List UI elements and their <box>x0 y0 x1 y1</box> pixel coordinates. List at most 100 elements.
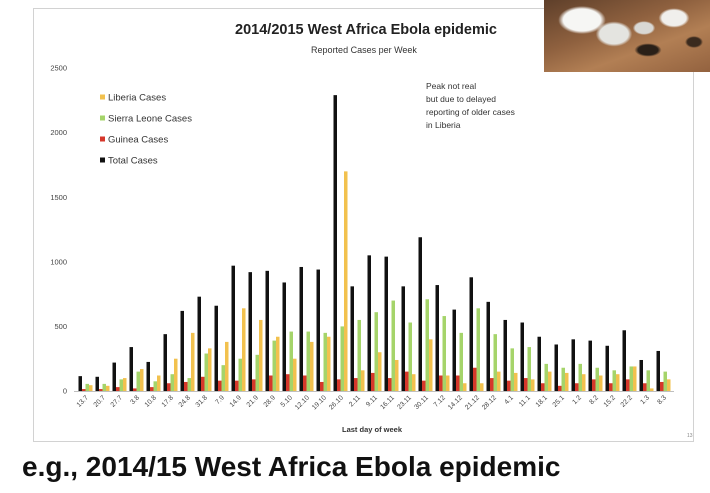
liberia-cases-bar <box>123 378 127 391</box>
annotation: Peak not real but due to delayed reporti… <box>426 81 515 130</box>
total-cases-bar <box>78 376 82 391</box>
guinea-cases-bar <box>626 379 630 391</box>
guinea-cases-bar <box>337 379 341 391</box>
legend-swatch <box>100 115 105 121</box>
liberia-cases-bar <box>548 371 552 391</box>
chart-svg: 2014/2015 West Africa Ebola epidemic Rep… <box>50 22 693 439</box>
x-tick-label: 21.9 <box>246 394 260 408</box>
liberia-cases-series <box>89 171 671 391</box>
x-tick-label: 25.1 <box>552 394 566 408</box>
y-tick-label: 2000 <box>50 128 67 137</box>
total-cases-bar <box>197 296 201 391</box>
sierra-leone-cases-bar <box>612 370 616 391</box>
x-tick-label: 16.11 <box>379 394 396 411</box>
total-cases-bar <box>350 286 354 391</box>
liberia-cases-bar <box>157 375 161 391</box>
x-tick-label: 11.1 <box>518 394 532 408</box>
liberia-cases-bar <box>514 372 518 391</box>
sierra-leone-cases-bar <box>102 383 106 391</box>
guinea-cases-bar <box>422 380 426 391</box>
sierra-leone-cases-bar <box>510 348 514 391</box>
guinea-cases-bar <box>167 383 171 391</box>
liberia-cases-bar <box>310 341 314 391</box>
guinea-cases-bar <box>116 387 120 391</box>
guinea-cases-bar <box>490 378 494 391</box>
legend-swatch <box>100 136 105 142</box>
sierra-leone-cases-bar <box>289 331 293 391</box>
slide-page-number: 13 <box>687 433 693 439</box>
sierra-leone-cases-bar <box>663 371 667 391</box>
guinea-cases-bar <box>371 372 375 391</box>
guinea-cases-bar <box>592 379 596 391</box>
x-tick-label: 14.9 <box>229 394 243 408</box>
sierra-leone-cases-bar <box>119 379 123 391</box>
liberia-cases-bar <box>344 171 348 391</box>
y-axis: 0 500 1000 1500 2000 2500 <box>50 64 67 396</box>
sierra-leone-cases-bar <box>374 312 378 391</box>
total-cases-bar <box>112 362 116 391</box>
x-tick-label: 27.7 <box>110 394 124 408</box>
x-tick-label: 1.2 <box>571 394 583 406</box>
total-cases-bar <box>333 95 337 391</box>
x-tick-label: 2.11 <box>348 394 362 408</box>
guinea-cases-bar <box>439 375 443 391</box>
guinea-cases-bar <box>184 381 188 391</box>
total-cases-bar <box>163 334 167 391</box>
x-tick-label: 7.9 <box>214 394 226 406</box>
sierra-leone-cases-series <box>85 299 667 391</box>
liberia-cases-bar <box>429 339 433 391</box>
legend-swatch <box>100 157 105 163</box>
liberia-cases-bar <box>650 388 654 391</box>
x-tick-label: 10.8 <box>144 394 158 408</box>
chart-title: 2014/2015 West Africa Ebola epidemic <box>235 22 497 38</box>
liberia-cases-bar <box>395 359 399 391</box>
sierra-leone-cases-bar <box>272 340 276 391</box>
liberia-cases-bar <box>616 374 620 391</box>
total-cases-bar <box>129 347 133 391</box>
total-cases-bar <box>571 339 575 391</box>
sierra-leone-cases-bar <box>153 381 157 391</box>
liberia-cases-bar <box>293 358 297 391</box>
sierra-leone-cases-bar <box>578 363 582 391</box>
sierra-leone-cases-bar <box>425 299 429 391</box>
x-tick-label: 4.1 <box>503 394 515 406</box>
liberia-cases-bar <box>174 358 178 391</box>
guinea-cases-bar <box>286 374 290 391</box>
total-cases-bar <box>622 330 626 391</box>
legend-item-guinea: Guinea Cases <box>100 134 168 145</box>
total-cases-bar <box>282 282 286 391</box>
sierra-leone-cases-bar <box>357 319 361 391</box>
total-cases-bar <box>605 345 609 391</box>
x-tick-label: 26.10 <box>328 394 345 411</box>
liberia-cases-bar <box>582 374 586 391</box>
liberia-cases-bar <box>446 375 450 391</box>
sierra-leone-cases-bar <box>391 300 395 391</box>
liberia-cases-bar <box>633 366 637 391</box>
annotation-line: but due to delayed <box>426 94 496 104</box>
legend-label: Liberia Cases <box>108 92 166 103</box>
x-tick-label: 19.10 <box>311 394 328 411</box>
y-tick-label: 0 <box>63 387 67 396</box>
total-cases-bar <box>486 301 490 391</box>
liberia-cases-bar <box>565 372 569 391</box>
legend-swatch <box>100 94 105 100</box>
guinea-cases-bar <box>575 383 579 391</box>
guinea-cases-bar <box>82 389 86 391</box>
x-tick-label: 28.12 <box>481 394 498 411</box>
sierra-leone-cases-bar <box>527 347 531 391</box>
x-tick-label: 21.12 <box>464 394 481 411</box>
guinea-cases-bar <box>269 375 273 391</box>
sierra-leone-cases-bar <box>544 363 548 391</box>
liberia-cases-bar <box>208 348 212 391</box>
x-tick-label: 22.2 <box>620 394 634 408</box>
total-cases-bar <box>299 266 303 391</box>
liberia-cases-bar <box>259 319 263 391</box>
total-cases-bar <box>401 286 405 391</box>
x-tick-label: 31.8 <box>195 394 209 408</box>
liberia-cases-bar <box>531 379 535 391</box>
liberia-cases-bar <box>106 385 110 391</box>
y-tick-label: 500 <box>54 322 67 331</box>
sierra-leone-cases-bar <box>340 326 344 391</box>
x-axis-title: Last day of week <box>342 425 403 434</box>
y-tick-label: 1000 <box>50 257 67 266</box>
